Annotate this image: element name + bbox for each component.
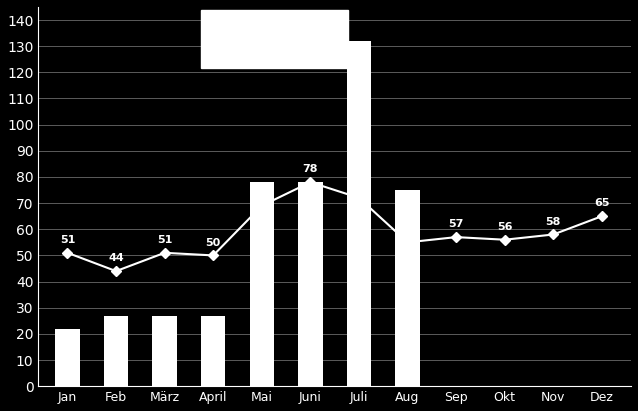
Text: 65: 65	[594, 199, 610, 208]
Text: 51: 51	[60, 235, 75, 245]
Text: 51: 51	[157, 235, 172, 245]
Text: 55: 55	[400, 224, 415, 235]
Bar	[104, 316, 128, 386]
Bar	[56, 329, 80, 386]
Bar	[298, 182, 323, 386]
Bar	[249, 182, 274, 386]
Text: 50: 50	[205, 238, 221, 247]
Bar	[347, 41, 371, 386]
Bar	[152, 316, 177, 386]
Text: 58: 58	[545, 217, 561, 226]
Bar	[396, 190, 420, 386]
Text: 44: 44	[108, 253, 124, 263]
Bar	[201, 316, 225, 386]
Text: 56: 56	[497, 222, 512, 232]
Text: 78: 78	[302, 164, 318, 174]
Text: 57: 57	[449, 219, 464, 229]
